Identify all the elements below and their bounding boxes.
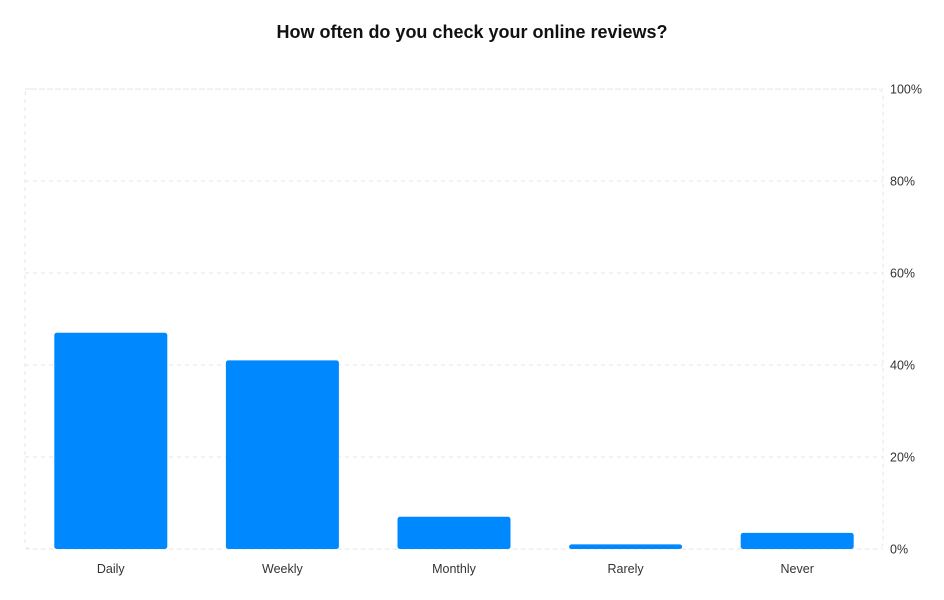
x-axis-labels: Daily Weekly Monthly Rarely Never	[97, 562, 814, 576]
x-category-label: Daily	[97, 562, 126, 576]
x-category-label: Weekly	[262, 562, 304, 576]
y-tick-label: 20%	[890, 451, 915, 465]
y-tick-label: 60%	[890, 267, 915, 281]
x-category-label: Rarely	[608, 562, 645, 576]
y-axis-ticks: 0% 20% 40% 60% 80% 100%	[890, 83, 922, 557]
x-category-label: Never	[781, 562, 814, 576]
bar-weekly	[225, 360, 339, 549]
y-tick-label: 0%	[890, 543, 908, 557]
bar-daily	[54, 332, 168, 549]
gridlines	[24, 88, 884, 550]
bar-monthly	[397, 516, 511, 549]
bars	[54, 332, 854, 549]
x-category-label: Monthly	[432, 562, 477, 576]
y-tick-label: 40%	[890, 359, 915, 373]
chart-title: How often do you check your online revie…	[276, 22, 668, 42]
bar-rarely	[569, 544, 683, 549]
y-tick-label: 80%	[890, 175, 915, 189]
y-tick-label: 100%	[890, 83, 922, 97]
bar-never	[740, 532, 854, 549]
